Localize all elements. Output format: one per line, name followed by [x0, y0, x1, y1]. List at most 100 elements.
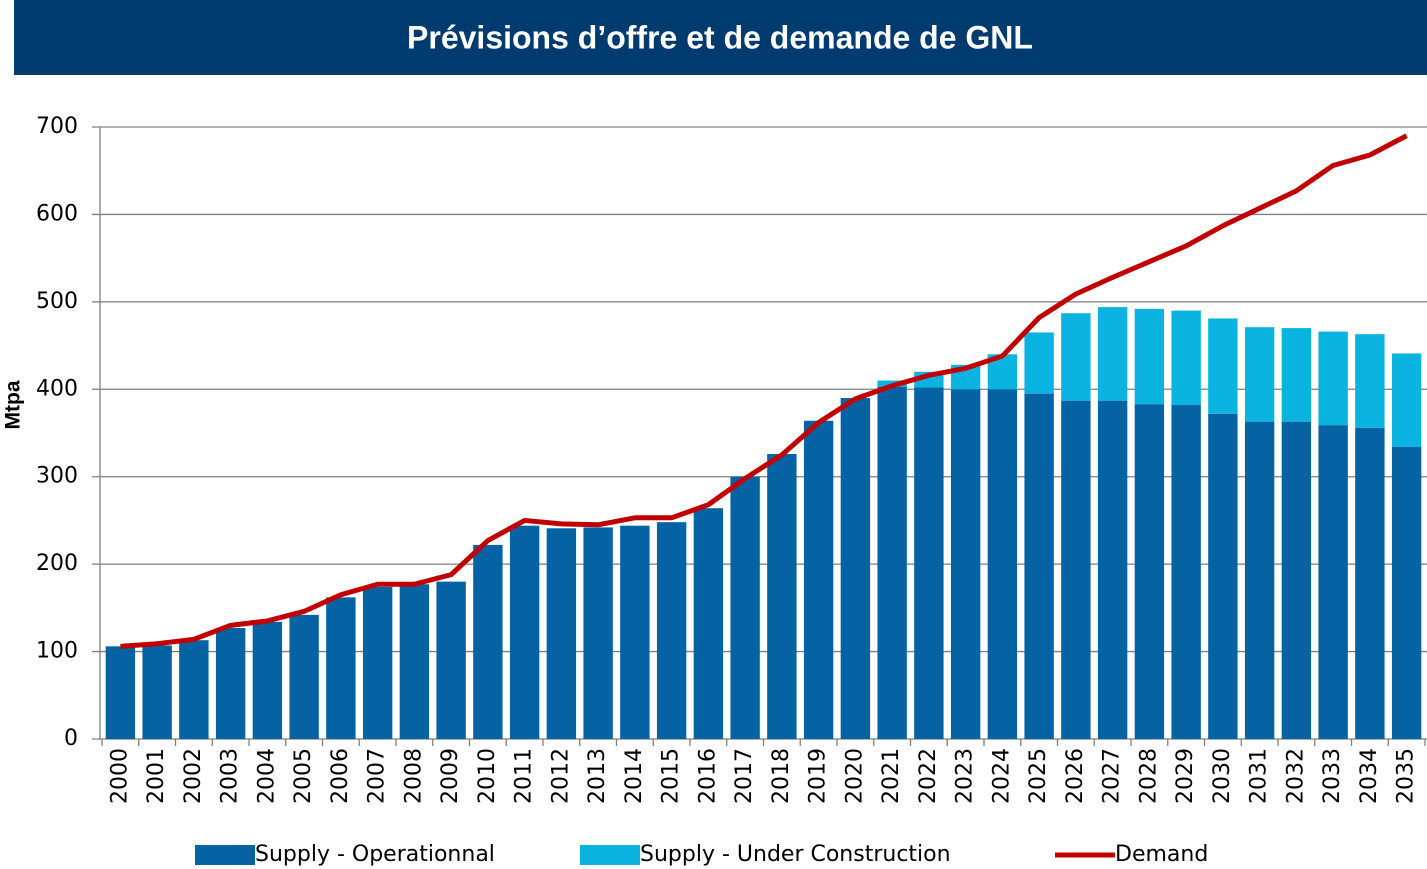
bar	[987, 389, 1018, 739]
x-tick-label: 2014	[622, 748, 647, 804]
bar	[1281, 328, 1312, 422]
x-tick-label: 2011	[512, 748, 537, 804]
bar	[693, 508, 724, 739]
bar	[1134, 404, 1165, 739]
bar	[252, 621, 283, 739]
legend-label: Supply - Under Construction	[640, 842, 951, 867]
bar	[1208, 413, 1238, 739]
y-tick-label: 0	[64, 726, 78, 751]
bar	[1097, 400, 1128, 739]
x-tick-label: 2028	[1136, 748, 1161, 804]
x-tick-label: 2007	[365, 748, 390, 804]
x-tick-label: 2030	[1210, 748, 1235, 804]
bar	[1208, 318, 1238, 414]
x-tick-label: 2001	[144, 748, 169, 804]
x-tick-label: 2010	[475, 748, 500, 804]
x-tick-label: 2031	[1247, 748, 1272, 804]
chart-title: Prévisions d’offre et de demande de GNL	[407, 19, 1033, 55]
y-axis-label: Mtpa	[2, 380, 25, 429]
bar	[179, 640, 209, 739]
x-tick-label: 2025	[1026, 748, 1051, 804]
x-tick-label: 2020	[842, 748, 867, 804]
x-tick-label: 2013	[585, 748, 610, 804]
x-tick-label: 2029	[1173, 748, 1198, 804]
bar	[1318, 425, 1348, 739]
x-tick-label: 2026	[1063, 748, 1088, 804]
bar	[362, 586, 393, 739]
bar	[767, 453, 797, 739]
bar	[289, 614, 319, 739]
x-tick-label: 2022	[916, 748, 941, 804]
x-tick-label: 2002	[181, 748, 206, 804]
y-tick-label: 100	[36, 639, 78, 664]
bar	[436, 581, 466, 739]
bar	[656, 522, 687, 739]
y-tick-label: 400	[36, 376, 78, 401]
y-tick-label: 500	[36, 289, 78, 314]
bar	[1024, 393, 1054, 739]
x-tick-label: 2035	[1394, 748, 1419, 804]
bar	[1318, 331, 1348, 426]
bar	[1355, 427, 1385, 739]
x-tick-label: 2005	[291, 748, 316, 804]
x-tick-label: 2004	[254, 748, 279, 804]
bar	[840, 398, 871, 739]
x-tick-label: 2015	[659, 748, 684, 804]
x-tick-label: 2034	[1357, 748, 1382, 804]
legend-swatch	[195, 845, 255, 865]
y-tick-label: 600	[36, 201, 78, 226]
bar	[1134, 308, 1165, 405]
bar	[1391, 353, 1422, 447]
bar	[914, 387, 944, 739]
bar	[326, 597, 356, 739]
bar	[142, 645, 172, 739]
x-tick-label: 2012	[548, 748, 573, 804]
x-tick-label: 2009	[438, 748, 463, 804]
bar	[620, 525, 650, 739]
x-tick-label: 2016	[695, 748, 720, 804]
x-tick-label: 2019	[806, 748, 831, 804]
bar	[583, 527, 613, 739]
x-tick-label: 2017	[732, 748, 757, 804]
bar	[1391, 446, 1422, 739]
bar	[1061, 400, 1091, 739]
x-tick-label: 2018	[769, 748, 794, 804]
bar	[509, 525, 540, 739]
bar	[950, 389, 981, 739]
x-tick-label: 2024	[989, 748, 1014, 804]
x-tick-label: 2003	[218, 748, 243, 804]
x-tick-label: 2006	[328, 748, 353, 804]
bar	[1171, 405, 1201, 739]
bar	[730, 476, 760, 739]
y-tick-label: 200	[36, 551, 78, 576]
x-tick-label: 2023	[953, 748, 978, 804]
bar	[877, 386, 907, 739]
y-tick-label: 700	[36, 114, 78, 139]
bar	[473, 544, 503, 739]
bar	[1244, 421, 1275, 739]
title-bar	[14, 0, 1427, 75]
x-tick-label: 2027	[1100, 748, 1125, 804]
line	[120, 133, 1408, 649]
x-tick-label: 2033	[1320, 748, 1345, 804]
x-tick-label: 2008	[401, 748, 426, 804]
bar	[803, 420, 834, 739]
x-tick-label: 2000	[107, 748, 132, 804]
bar	[1281, 421, 1312, 739]
bar	[546, 528, 577, 739]
bar	[1061, 313, 1091, 401]
legend-label: Supply - Operationnal	[255, 842, 495, 867]
legend-label: Demand	[1115, 842, 1208, 867]
bar	[399, 584, 430, 739]
bar	[105, 646, 136, 739]
legend-swatch	[580, 845, 640, 865]
bar	[1171, 310, 1201, 406]
bar	[215, 627, 246, 739]
y-tick-label: 300	[36, 464, 78, 489]
bar	[1355, 334, 1385, 428]
x-tick-label: 2021	[879, 748, 904, 804]
bar	[1244, 327, 1275, 422]
x-tick-label: 2032	[1283, 748, 1308, 804]
